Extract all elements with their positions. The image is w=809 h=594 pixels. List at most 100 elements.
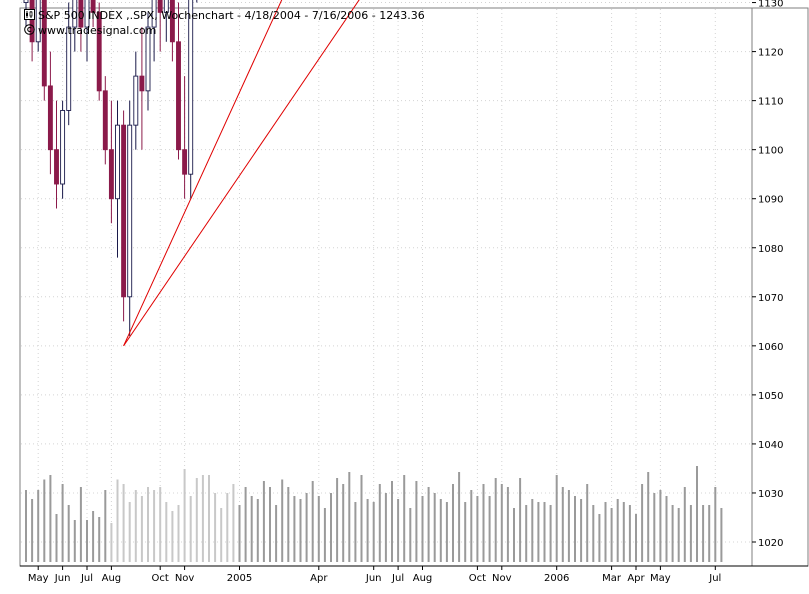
volume-bar xyxy=(226,493,229,562)
volume-bar xyxy=(171,511,174,562)
y-tick-label: 1100 xyxy=(758,146,783,157)
source-credit: www.tradesignal.com xyxy=(24,24,156,37)
volume-bar xyxy=(336,478,339,562)
x-tick-label: Jun xyxy=(54,573,71,584)
x-axis-ticks: May Jun Jul Aug Oct Nov 2005 Apr Jun Jul Aug Oct Nov… xyxy=(28,566,721,584)
volume-bar xyxy=(543,502,546,562)
volume-bar xyxy=(592,505,595,562)
volume-bar xyxy=(580,499,583,562)
candle-down xyxy=(182,149,188,175)
volume-bar xyxy=(635,514,637,562)
x-tick-label: Nov xyxy=(492,573,512,584)
candle-up xyxy=(188,0,194,175)
volume-layer xyxy=(25,466,723,562)
volume-bar xyxy=(31,499,34,562)
volume-bar xyxy=(372,502,375,562)
copyright-icon xyxy=(24,24,35,35)
chart-title: S&P 500 INDEX ,.SPX, Wochenchart - 4/18/… xyxy=(24,9,425,22)
volume-bar xyxy=(214,493,217,562)
volume-bar xyxy=(55,514,58,562)
volume-bar xyxy=(195,478,198,562)
volume-bar xyxy=(677,508,680,562)
volume-bar xyxy=(201,475,204,562)
candle-layer xyxy=(23,0,198,337)
volume-bar xyxy=(409,508,412,562)
volume-bar xyxy=(342,484,345,562)
y-tick-label: 1070 xyxy=(758,293,783,304)
volume-bar xyxy=(555,475,558,562)
volume-bar xyxy=(458,472,461,562)
candle-down xyxy=(121,124,127,298)
volume-bar xyxy=(427,487,430,562)
volume-bar xyxy=(378,484,381,562)
volume-bar xyxy=(220,508,223,562)
volume-bar xyxy=(299,499,302,562)
volume-bar xyxy=(476,496,479,562)
volume-bar xyxy=(189,496,192,562)
candle-up xyxy=(66,26,72,111)
volume-bar xyxy=(92,511,95,562)
volume-bar xyxy=(403,475,406,562)
trendline xyxy=(123,0,360,347)
x-tick-label: Nov xyxy=(175,573,195,584)
volume-bar xyxy=(708,505,711,562)
x-tick-label: Apr xyxy=(627,573,645,584)
candle-down xyxy=(54,149,59,185)
candle-down xyxy=(176,41,181,151)
volume-bar xyxy=(598,514,601,562)
volume-bar xyxy=(439,499,442,562)
volume-bar xyxy=(452,484,454,562)
volume-bar xyxy=(384,493,387,562)
volume-bar xyxy=(348,472,351,562)
candle-up xyxy=(84,0,90,28)
candle-up xyxy=(23,0,29,4)
volume-bar xyxy=(567,490,570,562)
volume-bar xyxy=(421,496,424,562)
volume-bar xyxy=(714,487,717,562)
candle-up xyxy=(115,124,120,200)
volume-bar xyxy=(244,487,247,562)
volume-bar xyxy=(134,490,137,562)
volume-bar xyxy=(574,496,576,562)
volume-bar xyxy=(49,475,52,562)
candle-down xyxy=(41,0,47,87)
volume-bar xyxy=(79,487,82,562)
candlestick-icon xyxy=(24,9,35,20)
volume-bar xyxy=(98,517,101,562)
volume-bar xyxy=(720,508,723,562)
source-credit-text: www.tradesignal.com xyxy=(38,24,157,37)
y-tick-label: 1040 xyxy=(758,440,783,451)
candle-up xyxy=(163,0,169,13)
y-tick-label: 1090 xyxy=(758,195,783,206)
trendline xyxy=(123,0,283,347)
trendline-layer xyxy=(123,0,360,347)
volume-bar xyxy=(281,479,284,562)
candle-up xyxy=(133,75,139,126)
volume-bar xyxy=(104,490,107,562)
volume-bar xyxy=(506,487,509,562)
volume-bar xyxy=(354,502,357,562)
volume-bar xyxy=(147,487,149,562)
volume-bar xyxy=(616,499,619,562)
volume-bar xyxy=(360,475,363,562)
volume-bar xyxy=(513,508,515,562)
volume-bar xyxy=(43,479,46,562)
candle-up xyxy=(60,109,66,185)
x-tick-label: Jun xyxy=(365,573,382,584)
volume-bar xyxy=(250,496,253,562)
volume-bar xyxy=(67,505,70,562)
volume-bar xyxy=(397,499,400,562)
y-tick-label: 1110 xyxy=(758,97,783,108)
volume-bar xyxy=(269,487,271,562)
x-tick-label: May xyxy=(650,573,671,584)
volume-bar xyxy=(287,487,290,562)
x-tick-label: Oct xyxy=(152,573,169,584)
volume-bar xyxy=(86,520,88,562)
y-tick-label: 1030 xyxy=(758,489,783,500)
candle-up xyxy=(127,124,133,298)
y-tick-label: 1050 xyxy=(758,391,783,402)
volume-bar xyxy=(311,481,314,562)
volume-bar xyxy=(622,502,625,562)
volume-bar xyxy=(653,493,656,562)
